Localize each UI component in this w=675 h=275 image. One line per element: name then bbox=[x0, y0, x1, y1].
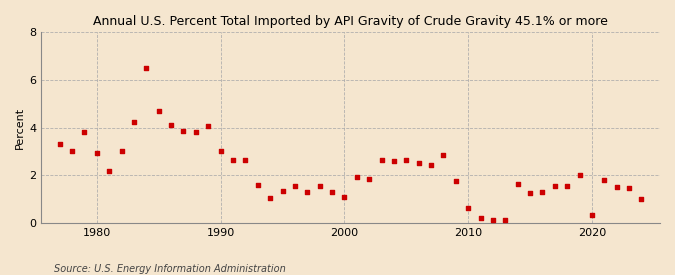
Point bbox=[376, 158, 387, 162]
Point bbox=[79, 130, 90, 134]
Text: Source: U.S. Energy Information Administration: Source: U.S. Energy Information Administ… bbox=[54, 264, 286, 274]
Point bbox=[524, 191, 535, 196]
Point bbox=[426, 162, 437, 167]
Point bbox=[636, 197, 647, 202]
Point bbox=[487, 217, 498, 222]
Point bbox=[277, 189, 288, 193]
Point bbox=[389, 159, 400, 163]
Point bbox=[141, 66, 152, 70]
Point bbox=[401, 158, 412, 162]
Point bbox=[265, 196, 275, 200]
Point bbox=[339, 195, 350, 199]
Point bbox=[203, 124, 214, 128]
Point bbox=[128, 119, 139, 124]
Point bbox=[352, 174, 362, 179]
Point bbox=[302, 190, 313, 194]
Point bbox=[327, 190, 338, 194]
Point bbox=[240, 158, 251, 162]
Point bbox=[500, 217, 511, 222]
Point bbox=[612, 185, 622, 189]
Point bbox=[315, 184, 325, 188]
Point bbox=[574, 173, 585, 178]
Point bbox=[562, 184, 572, 188]
Point bbox=[587, 213, 597, 217]
Point bbox=[165, 123, 176, 127]
Point bbox=[599, 178, 610, 182]
Point bbox=[413, 161, 424, 166]
Point bbox=[116, 149, 127, 154]
Point bbox=[54, 142, 65, 147]
Point bbox=[153, 109, 164, 113]
Point bbox=[364, 177, 375, 181]
Point bbox=[104, 168, 115, 173]
Point bbox=[450, 179, 461, 183]
Point bbox=[178, 129, 189, 133]
Point bbox=[463, 205, 474, 210]
Point bbox=[624, 186, 634, 191]
Point bbox=[549, 184, 560, 188]
Point bbox=[190, 130, 201, 134]
Point bbox=[537, 190, 548, 194]
Point bbox=[512, 182, 523, 186]
Point bbox=[67, 149, 78, 154]
Y-axis label: Percent: Percent bbox=[15, 106, 25, 148]
Point bbox=[91, 150, 102, 155]
Title: Annual U.S. Percent Total Imported by API Gravity of Crude Gravity 45.1% or more: Annual U.S. Percent Total Imported by AP… bbox=[93, 15, 608, 28]
Point bbox=[227, 158, 238, 162]
Point bbox=[252, 183, 263, 187]
Point bbox=[215, 149, 226, 154]
Point bbox=[290, 184, 300, 188]
Point bbox=[475, 216, 486, 221]
Point bbox=[438, 153, 449, 157]
